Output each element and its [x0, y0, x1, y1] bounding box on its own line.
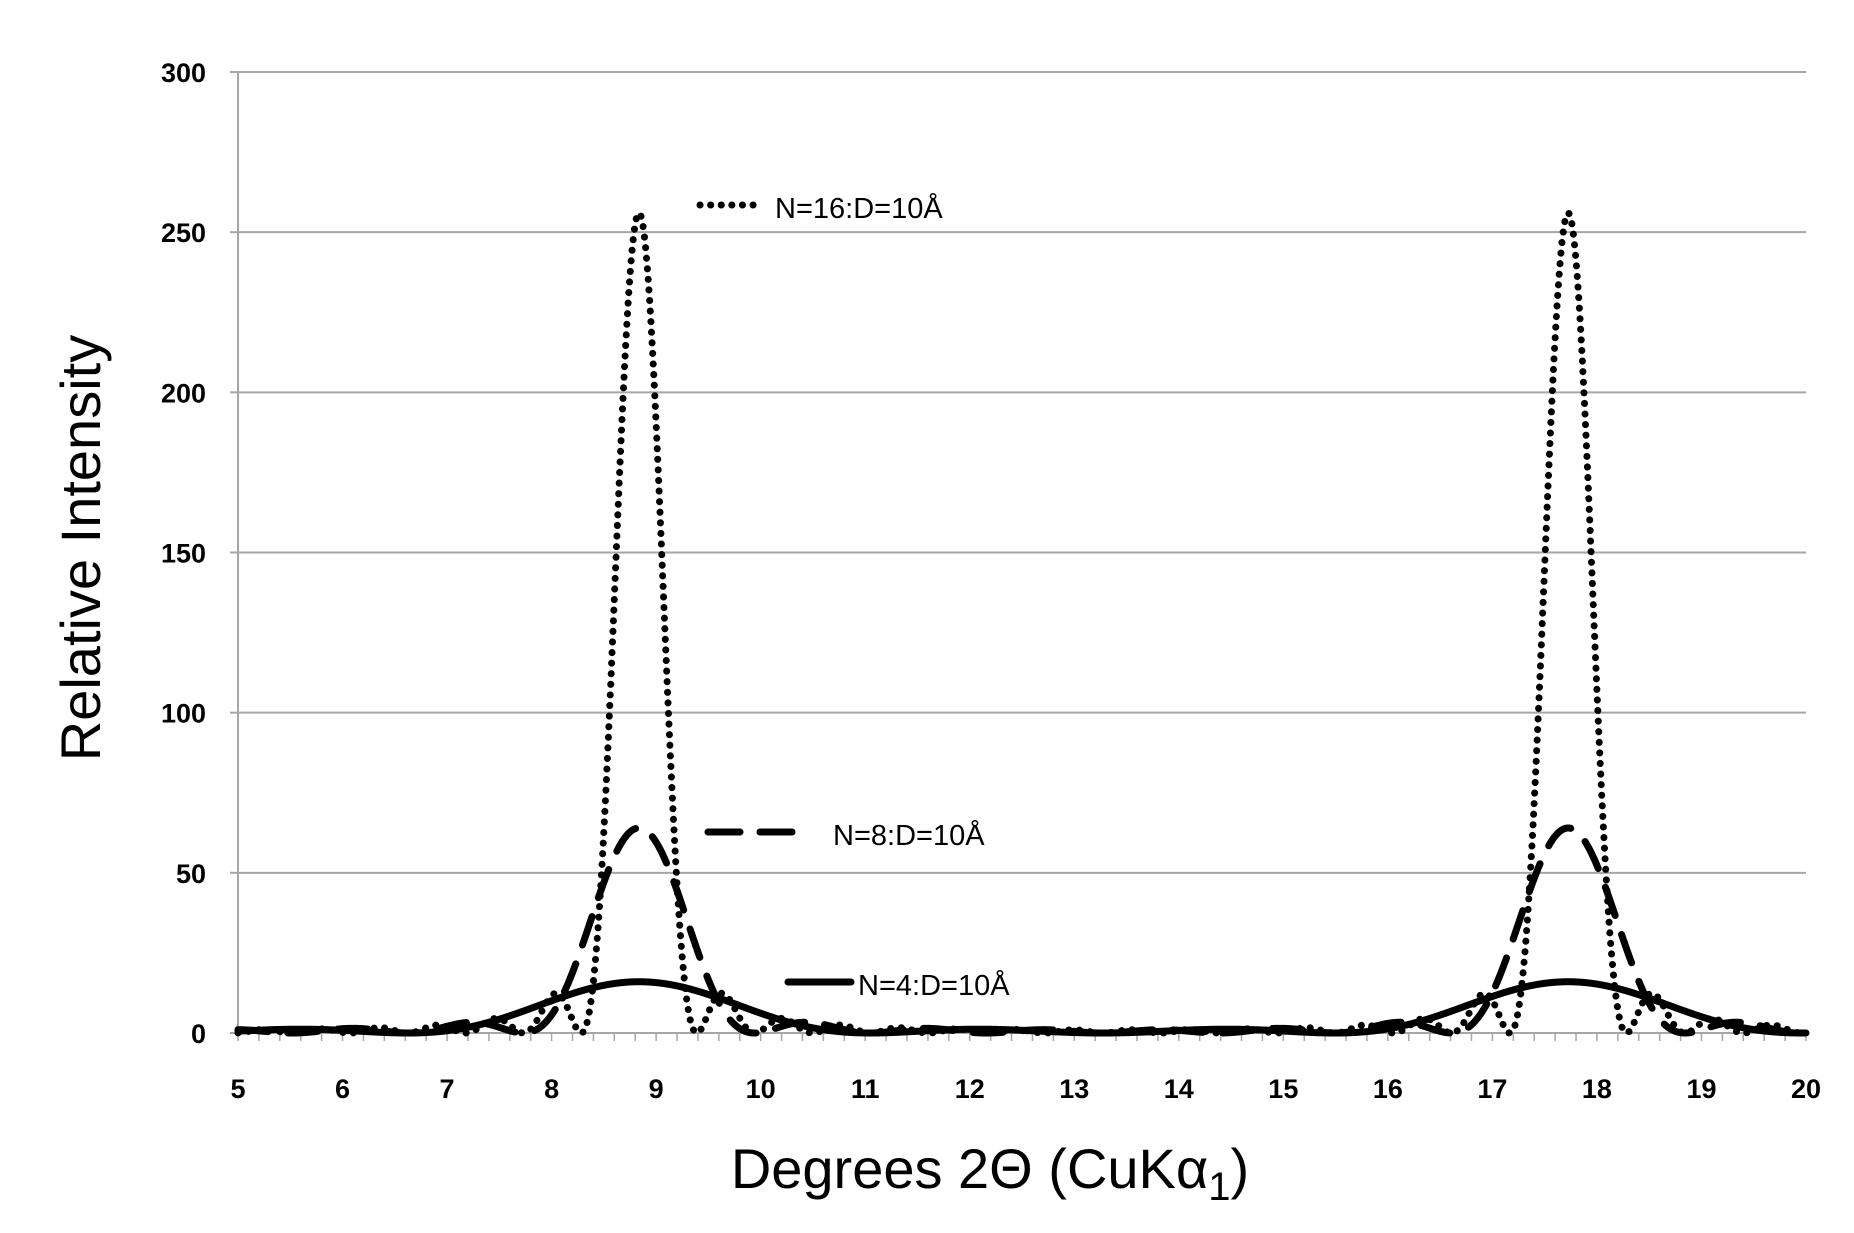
legend-label: N=8:D=10Å: [833, 819, 985, 852]
x-tick-label: 7: [440, 1074, 455, 1104]
legend-label: N=4:D=10Å: [858, 969, 1010, 1002]
x-tick-label: 16: [1373, 1074, 1403, 1104]
x-axis-title-main: Degrees 2Θ (CuKα: [731, 1137, 1208, 1200]
x-tick-label: 9: [649, 1074, 664, 1104]
x-tick-label: 5: [230, 1074, 245, 1104]
series-line-n16: [234, 209, 1810, 1037]
legend: N=16:D=10Å N=8:D=10Å N=4:D=10Å: [696, 192, 1010, 1002]
x-tick-label: 10: [746, 1074, 776, 1104]
legend-label: N=16:D=10Å: [775, 192, 943, 225]
y-tick-label: 100: [161, 699, 206, 729]
x-axis-title-suffix: ): [1231, 1137, 1250, 1200]
axes: [230, 71, 1807, 1041]
y-tick-label: 50: [176, 859, 206, 889]
x-tick-label: 8: [544, 1074, 559, 1104]
y-tick-label: 150: [161, 539, 206, 569]
y-tick-label: 250: [161, 218, 206, 248]
legend-item-n8: N=8:D=10Å: [704, 819, 985, 852]
x-axis-title-subscript: 1: [1208, 1165, 1230, 1209]
x-tick-label: 15: [1268, 1074, 1298, 1104]
x-axis-title: Degrees 2Θ (CuKα1): [731, 1137, 1249, 1209]
x-tick-label: 19: [1686, 1074, 1716, 1104]
x-tick-label: 6: [335, 1074, 350, 1104]
grid-lines: [238, 71, 1806, 874]
x-tick-labels: 5 6 7 8 9 10 11 12 13 14 15 16 17 18 19 20: [230, 1074, 1821, 1104]
x-tick-label: 14: [1164, 1074, 1194, 1104]
series-line-n8: [234, 824, 1810, 1037]
x-tick-label: 20: [1791, 1074, 1821, 1104]
x-tick-label: 12: [955, 1074, 985, 1104]
y-tick-label: 300: [161, 58, 206, 88]
x-tick-label: 17: [1477, 1074, 1507, 1104]
y-tick-labels: 0 50 100 150 200 250 300: [161, 58, 206, 1049]
legend-item-n16: N=16:D=10Å: [696, 192, 943, 225]
series-line-n4: [234, 978, 1810, 1037]
y-tick-label: 0: [191, 1019, 206, 1049]
x-tick-label: 13: [1059, 1074, 1089, 1104]
y-tick-label: 200: [161, 378, 206, 408]
x-tick-label: 11: [851, 1074, 880, 1104]
legend-item-n4: N=4:D=10Å: [784, 969, 1010, 1002]
series-lines: [234, 209, 1810, 1037]
y-axis-title: Relative Intensity: [49, 335, 112, 761]
x-tick-label: 18: [1582, 1074, 1612, 1104]
